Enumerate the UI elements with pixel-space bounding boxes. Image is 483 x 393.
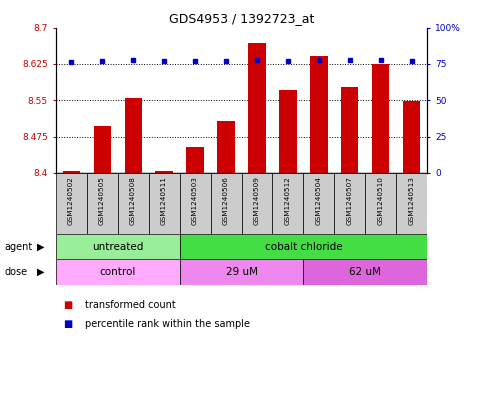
Bar — [156, 171, 172, 173]
Bar — [180, 173, 211, 234]
Text: GSM1240511: GSM1240511 — [161, 176, 167, 225]
Bar — [56, 173, 86, 234]
Text: GSM1240509: GSM1240509 — [254, 176, 260, 225]
Bar — [186, 147, 203, 173]
Bar — [94, 126, 111, 173]
Bar — [397, 173, 427, 234]
Bar — [56, 234, 180, 259]
Bar — [341, 86, 358, 173]
Text: GSM1240502: GSM1240502 — [68, 176, 74, 225]
Bar — [334, 173, 366, 234]
Text: GSM1240505: GSM1240505 — [99, 176, 105, 225]
Text: transformed count: transformed count — [85, 299, 175, 310]
Text: dose: dose — [5, 267, 28, 277]
Bar — [211, 173, 242, 234]
Bar — [366, 173, 397, 234]
Text: untreated: untreated — [92, 242, 143, 252]
Bar — [125, 98, 142, 173]
Bar — [272, 173, 303, 234]
Text: ■: ■ — [63, 299, 72, 310]
Bar — [149, 173, 180, 234]
Text: GSM1240503: GSM1240503 — [192, 176, 198, 225]
Text: 62 uM: 62 uM — [350, 267, 382, 277]
Text: GSM1240510: GSM1240510 — [378, 176, 384, 225]
Bar — [180, 234, 427, 259]
Text: GSM1240513: GSM1240513 — [409, 176, 415, 225]
Bar — [62, 171, 80, 173]
Bar — [403, 101, 421, 173]
Text: control: control — [99, 267, 136, 277]
Text: GSM1240504: GSM1240504 — [316, 176, 322, 225]
Text: GSM1240508: GSM1240508 — [130, 176, 136, 225]
Text: GSM1240506: GSM1240506 — [223, 176, 229, 225]
Text: ▶: ▶ — [37, 267, 45, 277]
Bar — [372, 64, 389, 173]
Text: cobalt chloride: cobalt chloride — [265, 242, 342, 252]
Bar — [217, 121, 235, 173]
Text: GSM1240507: GSM1240507 — [347, 176, 353, 225]
Bar — [117, 173, 149, 234]
Bar — [180, 259, 303, 285]
Bar — [280, 90, 297, 173]
Text: 29 uM: 29 uM — [226, 267, 257, 277]
Bar — [303, 259, 427, 285]
Bar — [242, 173, 272, 234]
Bar — [311, 56, 327, 173]
Text: GSM1240512: GSM1240512 — [285, 176, 291, 225]
Text: agent: agent — [5, 242, 33, 252]
Bar — [86, 173, 117, 234]
Bar — [56, 259, 180, 285]
Bar — [248, 43, 266, 173]
Text: ▶: ▶ — [37, 242, 45, 252]
Bar — [303, 173, 334, 234]
Text: GDS4953 / 1392723_at: GDS4953 / 1392723_at — [169, 12, 314, 25]
Text: ■: ■ — [63, 319, 72, 329]
Text: percentile rank within the sample: percentile rank within the sample — [85, 319, 250, 329]
